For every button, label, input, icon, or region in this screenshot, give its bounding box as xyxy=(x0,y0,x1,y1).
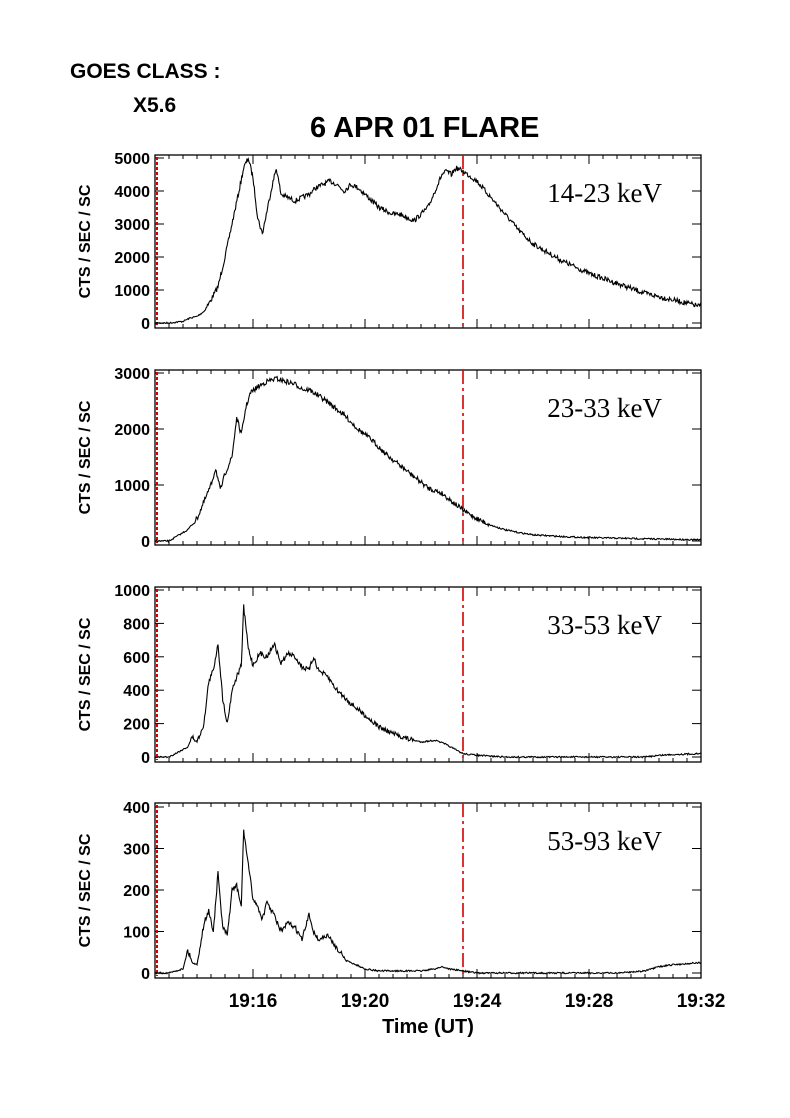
y-axis-label: CTS / SEC / SC xyxy=(77,617,94,731)
y-tick-label: 1000 xyxy=(114,283,150,300)
y-tick-label: 800 xyxy=(123,616,150,633)
x-tick-label: 19:28 xyxy=(565,991,614,1012)
energy-band-label: 53-93 keV xyxy=(547,826,662,856)
x-tick-label: 19:32 xyxy=(677,991,726,1012)
x-tick-label: 19:24 xyxy=(453,991,502,1012)
panel-frame xyxy=(154,154,702,329)
panel-frame xyxy=(154,586,702,763)
y-axis-label: CTS / SEC / SC xyxy=(77,184,94,298)
y-axis-label: CTS / SEC / SC xyxy=(77,400,94,514)
energy-band-label: 33-53 keV xyxy=(547,610,662,640)
panel-frame xyxy=(154,369,702,546)
energy-band-label: 14-23 keV xyxy=(547,178,662,208)
y-tick-label: 600 xyxy=(123,650,150,667)
y-tick-label: 2000 xyxy=(114,250,150,267)
y-tick-label: 0 xyxy=(141,750,150,767)
x-tick-label: 19:16 xyxy=(229,991,278,1012)
y-tick-label: 5000 xyxy=(114,151,150,168)
y-tick-label: 4000 xyxy=(114,184,150,201)
y-tick-label: 3000 xyxy=(114,366,150,383)
y-tick-label: 0 xyxy=(141,534,150,551)
series-line xyxy=(154,375,702,543)
y-tick-label: 0 xyxy=(141,966,150,983)
series-line xyxy=(154,157,702,325)
y-tick-label: 200 xyxy=(123,883,150,900)
y-tick-label: 3000 xyxy=(114,217,150,234)
x-axis-label: Time (UT) xyxy=(382,1016,474,1038)
x-tick-label: 19:20 xyxy=(341,991,390,1012)
chart-title: 6 APR 01 FLARE xyxy=(310,112,540,144)
goes-class-value: X5.6 xyxy=(133,94,177,117)
series-line xyxy=(154,604,702,759)
y-tick-label: 100 xyxy=(123,925,150,942)
energy-band-label: 23-33 keV xyxy=(547,393,662,423)
y-tick-label: 400 xyxy=(123,683,150,700)
y-tick-label: 1000 xyxy=(114,583,150,600)
y-tick-label: 0 xyxy=(141,316,150,333)
y-tick-label: 200 xyxy=(123,717,150,734)
y-axis-label: CTS / SEC / SC xyxy=(77,833,94,947)
series-line xyxy=(154,829,702,975)
y-tick-label: 2000 xyxy=(114,422,150,439)
y-tick-label: 1000 xyxy=(114,478,150,495)
y-tick-label: 400 xyxy=(123,800,150,817)
y-tick-label: 300 xyxy=(123,842,150,859)
goes-class-label: GOES CLASS : xyxy=(70,60,221,83)
